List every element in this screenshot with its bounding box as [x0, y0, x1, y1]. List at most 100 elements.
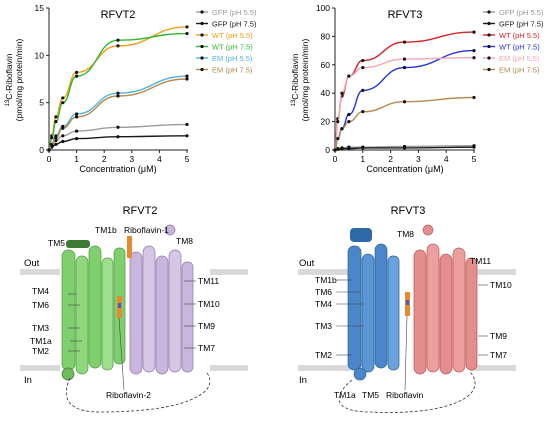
tick-group: 0 1 2 3 4 5 0 20 40 60 80 100 — [316, 3, 477, 164]
data-point — [50, 143, 54, 147]
data-point — [336, 147, 340, 151]
label-tm9: TM9 — [198, 321, 215, 331]
legend-label: EM (pH 7.5) — [212, 66, 253, 75]
label-tm7: TM7 — [490, 350, 507, 360]
legend-label: GFP (pH 7.5) — [212, 20, 257, 29]
y-tick-label: 10 — [35, 50, 45, 60]
label-tm6: TM6 — [315, 287, 332, 297]
legend-label: GFP (pH 5.5) — [212, 8, 257, 17]
membrane-bar-out-right — [210, 269, 248, 275]
label-tm8: TM8 — [397, 229, 414, 239]
x-tick-label: 4 — [444, 154, 449, 164]
y-tick-label: 100 — [316, 3, 330, 13]
label-tm6: TM6 — [32, 300, 49, 310]
x-tick-label: 3 — [416, 154, 421, 164]
loop-dashed — [65, 371, 211, 413]
x-tick-label: 1 — [74, 154, 79, 164]
x-tick-label: 3 — [129, 154, 134, 164]
membrane-bar-out-left — [298, 269, 350, 275]
data-point — [347, 120, 351, 124]
data-point — [116, 135, 120, 139]
data-point — [185, 25, 189, 29]
data-point — [185, 77, 189, 81]
legend: GFP (pH 5.5) GFP (pH 7.5) WT (pH 5.5) WT (p… — [483, 8, 544, 75]
y-tick-label: 20 — [321, 117, 331, 127]
riboflavin-ligand — [405, 292, 410, 316]
legend-marker — [200, 67, 204, 72]
series-group — [47, 25, 189, 152]
data-point — [340, 91, 344, 95]
data-point — [472, 56, 476, 60]
y-axis-label: 13C-Riboflavin (pmol/mg protein/min) — [290, 39, 310, 122]
data-point — [75, 70, 79, 74]
legend-marker — [487, 67, 491, 72]
x-tick-label: 5 — [185, 154, 190, 164]
y-label-sup: 13 — [291, 99, 297, 106]
label-tm5: TM5 — [48, 238, 65, 248]
y-tick-label: 15 — [35, 3, 45, 13]
legend-marker — [487, 44, 491, 49]
legend-label: WT (pH 7.5) — [499, 43, 540, 52]
data-point — [61, 139, 65, 144]
in-label: In — [299, 375, 307, 386]
label-leader-lines — [68, 280, 196, 391]
legend-marker — [487, 33, 491, 37]
data-point — [116, 44, 120, 48]
legend-label: EM (pH 7.5) — [499, 66, 540, 75]
data-point — [402, 100, 407, 104]
chart-title: RFVT2 — [101, 9, 136, 21]
legend-marker — [200, 10, 204, 14]
y-axis-label: 13C-Riboflavin (pmol/mg protein/min) — [4, 39, 24, 122]
membrane-bar-in-right — [470, 365, 516, 371]
series-line — [334, 31, 475, 151]
data-point — [340, 127, 344, 131]
data-point — [54, 136, 58, 140]
y-tick-label: 0 — [39, 145, 44, 155]
x-tick-label: 0 — [333, 154, 338, 164]
data-point — [185, 134, 189, 138]
membrane-bar-in-right — [210, 365, 248, 371]
label-tm1a: TM1a — [334, 390, 356, 400]
legend-marker — [487, 56, 491, 60]
label-tm1b: TM1b — [95, 225, 117, 235]
chart-rfvt3: RFVT3 13C-Riboflavin (pmol/mg protein/mi… — [290, 3, 544, 174]
x-tick-label: 1 — [360, 154, 365, 164]
data-point — [472, 49, 476, 53]
data-point — [75, 115, 79, 119]
y-label-line2: (pmol/mg protein/min) — [14, 39, 24, 122]
label-riboflavin: Riboflavin — [386, 390, 424, 400]
membrane-bar-out-left — [20, 269, 60, 275]
data-point — [472, 145, 476, 149]
data-point — [361, 66, 365, 70]
series-group — [333, 30, 476, 152]
data-point — [54, 120, 58, 124]
membrane-bar-in-left — [298, 365, 350, 371]
data-point — [185, 74, 189, 78]
label-riboflavin-1: Riboflavin-1 — [124, 225, 169, 235]
data-point — [116, 38, 120, 42]
label-tm8: TM8 — [176, 236, 193, 246]
legend-marker — [200, 44, 204, 49]
legend-marker — [487, 10, 491, 14]
x-tick-label: 2 — [102, 154, 107, 164]
data-point — [361, 110, 365, 114]
legend-label: EM (pH 5.5) — [499, 54, 540, 63]
label-tm3: TM3 — [32, 323, 49, 333]
legend-label: GFP (pH 7.5) — [499, 20, 544, 29]
data-point — [336, 137, 340, 141]
label-tm1b: TM1b — [315, 275, 337, 285]
label-tm7: TM7 — [198, 343, 215, 353]
data-point — [185, 31, 189, 36]
data-point — [61, 101, 65, 105]
data-point — [472, 30, 476, 34]
y-tick-label: 0 — [325, 145, 330, 155]
label-tm10: TM10 — [490, 280, 512, 290]
data-point — [347, 74, 351, 78]
data-point — [402, 146, 407, 150]
series-line — [334, 96, 475, 151]
data-point — [347, 112, 351, 117]
structure-rfvt3: RFVT3 Out In TM8 TM1 — [298, 205, 516, 413]
data-point — [336, 120, 340, 124]
data-point — [333, 148, 337, 152]
